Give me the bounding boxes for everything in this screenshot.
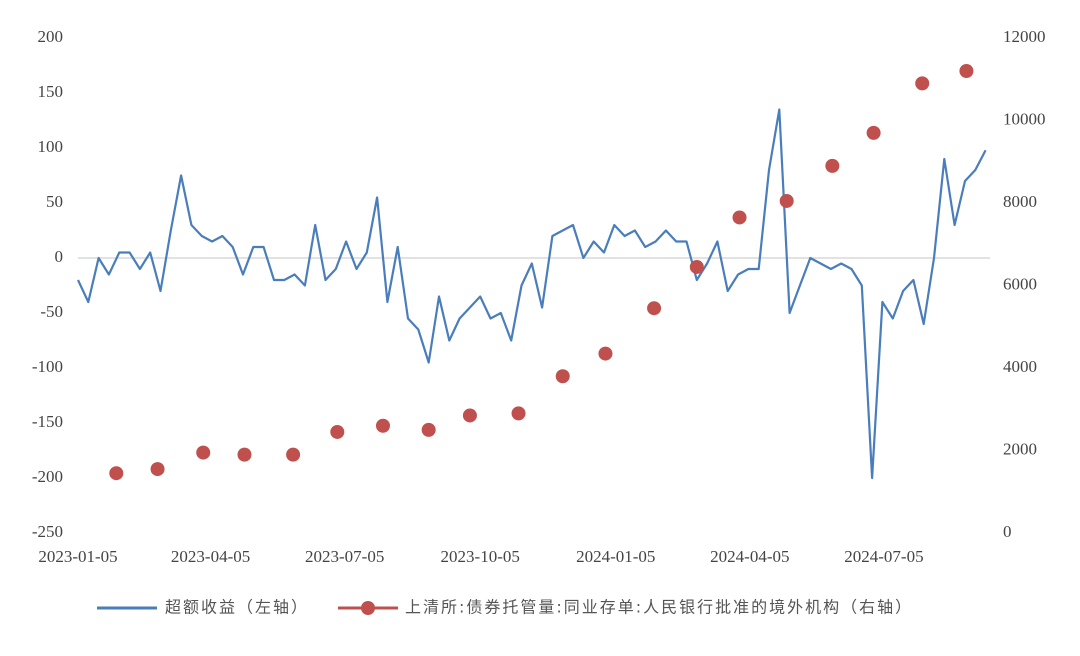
dot xyxy=(959,64,974,78)
y-tick-label: 100 xyxy=(38,137,64,156)
x-tick-label: 2023-10-05 xyxy=(441,547,520,566)
dot xyxy=(196,445,211,460)
dot xyxy=(150,462,165,477)
x-tick-label: 2023-04-05 xyxy=(171,547,250,566)
dot xyxy=(555,369,570,384)
y-tick-label: -250 xyxy=(32,522,63,541)
y-tick-label: -150 xyxy=(32,412,63,431)
dot xyxy=(286,447,301,462)
dot xyxy=(462,408,477,423)
dot xyxy=(732,210,747,225)
legend-label: 超额收益（左轴） xyxy=(165,598,309,617)
y-tick-label: 200 xyxy=(38,27,64,46)
y-tick-label: 0 xyxy=(55,247,64,266)
dot xyxy=(375,418,390,433)
x-tick-label: 2023-07-05 xyxy=(305,547,384,566)
x-tick-label: 2024-01-05 xyxy=(576,547,655,566)
y-tick-label: 150 xyxy=(38,82,64,101)
dot xyxy=(598,346,613,361)
legend-marker xyxy=(361,601,375,615)
y2-tick-label: 12000 xyxy=(1003,27,1046,46)
legend: 超额收益（左轴） 上清所:债券托管量:同业存单:人民银行批准的境外机构（右轴） xyxy=(97,598,913,617)
y-tick-label: -50 xyxy=(40,302,63,321)
dot xyxy=(825,158,840,173)
x-tick-label: 2023-01-05 xyxy=(38,547,117,566)
dot xyxy=(689,259,704,274)
y2-tick-label: 8000 xyxy=(1003,192,1037,211)
dot xyxy=(109,466,124,481)
y2-tick-label: 4000 xyxy=(1003,357,1037,376)
x-tick-label: 2024-04-05 xyxy=(710,547,789,566)
x-tick-label: 2024-07-05 xyxy=(844,547,923,566)
y-tick-label: -100 xyxy=(32,357,63,376)
dot xyxy=(779,193,794,208)
dot xyxy=(421,422,436,437)
y2-tick-label: 2000 xyxy=(1003,439,1037,458)
y-tick-label: 50 xyxy=(46,192,63,211)
dot xyxy=(915,76,930,91)
y2-tick-label: 0 xyxy=(1003,522,1012,541)
dot xyxy=(866,125,881,140)
dot xyxy=(330,424,345,439)
y2-tick-label: 6000 xyxy=(1003,274,1037,293)
y-tick-label: -200 xyxy=(32,467,63,486)
dot xyxy=(511,406,526,421)
dot xyxy=(647,301,662,316)
y2-tick-label: 10000 xyxy=(1003,109,1046,128)
legend-label: 上清所:债券托管量:同业存单:人民银行批准的境外机构（右轴） xyxy=(405,598,913,617)
line xyxy=(77,108,987,480)
dot xyxy=(237,447,252,462)
